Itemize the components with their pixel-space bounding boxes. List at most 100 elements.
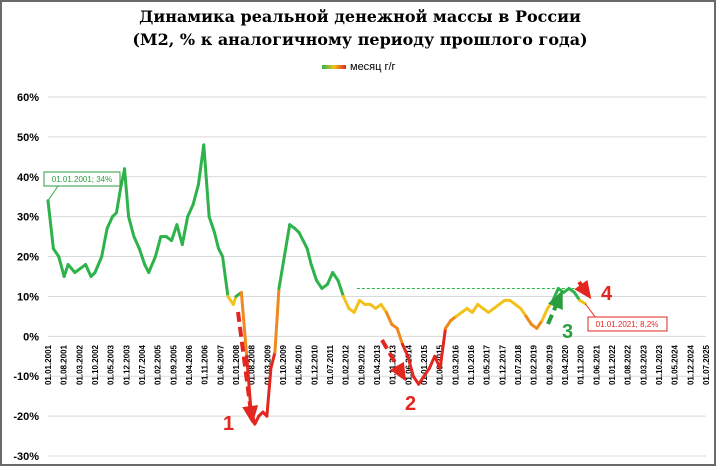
- y-tick-label: -30%: [13, 451, 39, 463]
- x-tick-label: 01.11.2020: [577, 344, 586, 384]
- x-tick-label: 01.12.2017: [498, 344, 507, 385]
- marker-1: 1: [223, 413, 234, 435]
- x-tick-label: 01.10.2009: [279, 344, 288, 385]
- x-tick-label: 01.02.2012: [342, 344, 351, 385]
- series-segment: [540, 306, 550, 322]
- series-segment: [331, 271, 340, 282]
- x-tick-label: 01.12.2003: [122, 344, 131, 385]
- x-tick-label: 01.02.2019: [530, 344, 539, 385]
- series-segment: [427, 354, 437, 370]
- series-segment: [66, 263, 77, 275]
- arrow-1-head: [242, 405, 259, 424]
- arrow-3: [546, 293, 563, 325]
- legend: месяц г/г: [322, 61, 396, 73]
- series-segment: [519, 306, 528, 318]
- x-tick-label: 01.11.2006: [201, 344, 210, 384]
- callout-box-start: [43, 171, 121, 187]
- callout-box-end: [587, 316, 668, 332]
- series-line: [46, 143, 587, 426]
- y-axis-ticks: -30% -20% -10% 0% 10% 20% 30% 40% 50% 60%: [13, 92, 39, 463]
- series-segment: [438, 326, 447, 370]
- series-segment: [265, 366, 273, 418]
- x-tick-label: 01.05.2024: [671, 344, 680, 385]
- chart-title: Динамика реальной денежной массы в Росси…: [139, 7, 581, 26]
- series-segment: [309, 263, 319, 282]
- series-segment: [245, 354, 253, 410]
- series-segment: [147, 255, 157, 275]
- callout-end-label: 01.01.2021; 8,2%: [596, 320, 659, 329]
- series-segment: [417, 374, 426, 386]
- marker-2: 2: [405, 393, 416, 415]
- series-segment: [62, 263, 70, 278]
- marker-4: 4: [601, 283, 613, 305]
- y-tick-label: 30%: [17, 212, 39, 224]
- series-segment: [114, 187, 123, 215]
- x-tick-label: 01.06.2021: [592, 344, 601, 385]
- series-segment: [175, 223, 184, 247]
- series-segment: [524, 314, 533, 326]
- series-segment: [572, 290, 582, 302]
- y-tick-label: -10%: [13, 371, 39, 383]
- x-tick-label: 01.05.2003: [107, 344, 116, 385]
- series-segment: [341, 294, 351, 310]
- marker-3: 3: [562, 321, 573, 343]
- x-tick-label: 01.03.2016: [451, 344, 460, 385]
- x-tick-label: 01.07.2011: [326, 344, 335, 384]
- x-tick-label: 01.04.2020: [561, 344, 570, 385]
- x-tick-label: 01.10.2002: [91, 344, 100, 385]
- y-tick-label: 0%: [23, 331, 39, 343]
- series-segment: [123, 167, 131, 219]
- y-tick-label: 50%: [17, 132, 39, 144]
- series-segment: [57, 255, 66, 278]
- series-segment: [282, 223, 292, 259]
- series-segment: [269, 350, 277, 370]
- legend-label: месяц г/г: [350, 61, 396, 73]
- grid: [48, 96, 706, 457]
- x-tick-label: 01.09.2012: [357, 344, 366, 385]
- series-segment: [325, 271, 335, 286]
- x-tick-label: 01.06.2007: [216, 344, 225, 385]
- x-tick-label: 01.12.2024: [686, 344, 695, 385]
- x-tick-label: 01.01.2008: [232, 344, 241, 385]
- series-segment: [221, 255, 230, 298]
- y-tick-label: -20%: [13, 411, 39, 423]
- series-segment: [401, 342, 410, 358]
- x-tick-label: 01.01.2015: [420, 344, 429, 385]
- series-segment: [105, 215, 114, 231]
- callout-start-label: 01.01.2001; 34%: [52, 175, 113, 184]
- series-segment: [186, 203, 195, 219]
- series-segment: [213, 231, 221, 251]
- series-segment: [153, 235, 163, 259]
- y-tick-label: 60%: [17, 92, 39, 104]
- series-segment: [127, 215, 136, 239]
- arrow-3-head: [548, 290, 563, 311]
- x-tick-label: 01.07.2018: [514, 344, 523, 385]
- series-segment: [273, 286, 281, 354]
- x-tick-label: 01.05.2010: [295, 344, 304, 385]
- annotations: 01.01.2001; 34% 01.01.2021; 8,2% 1 2 3 4: [43, 171, 668, 435]
- x-tick-label: 01.11.2013: [389, 344, 398, 384]
- series-segment: [51, 247, 61, 259]
- series-segment: [352, 298, 362, 314]
- x-tick-label: 01.03.2023: [639, 344, 648, 385]
- x-tick-label: 01.04.2013: [373, 344, 382, 385]
- x-tick-label: 01.10.2023: [655, 344, 664, 385]
- x-tick-label: 01.05.2017: [483, 344, 492, 385]
- series-segment: [406, 354, 415, 378]
- x-tick-label: 01.08.2001: [60, 344, 69, 385]
- series-segment: [379, 302, 388, 314]
- series-segment: [578, 298, 587, 306]
- series-segment: [535, 318, 544, 330]
- x-tick-label: 01.03.2009: [263, 344, 272, 385]
- series-segment: [84, 263, 93, 278]
- series-segment: [470, 302, 480, 314]
- series-segment: [336, 278, 345, 298]
- series-segment: [132, 235, 141, 251]
- callout-leader: [47, 185, 59, 201]
- x-axis-ticks: 01.01.2001 01.08.2001 01.03.2002 01.10.2002…: [44, 344, 711, 385]
- x-tick-label: 01.07.2025: [702, 344, 711, 385]
- x-tick-label: 01.08.2008: [248, 344, 257, 385]
- y-tick-label: 10%: [17, 291, 39, 303]
- series-segment: [137, 247, 147, 267]
- series-segment: [315, 278, 324, 290]
